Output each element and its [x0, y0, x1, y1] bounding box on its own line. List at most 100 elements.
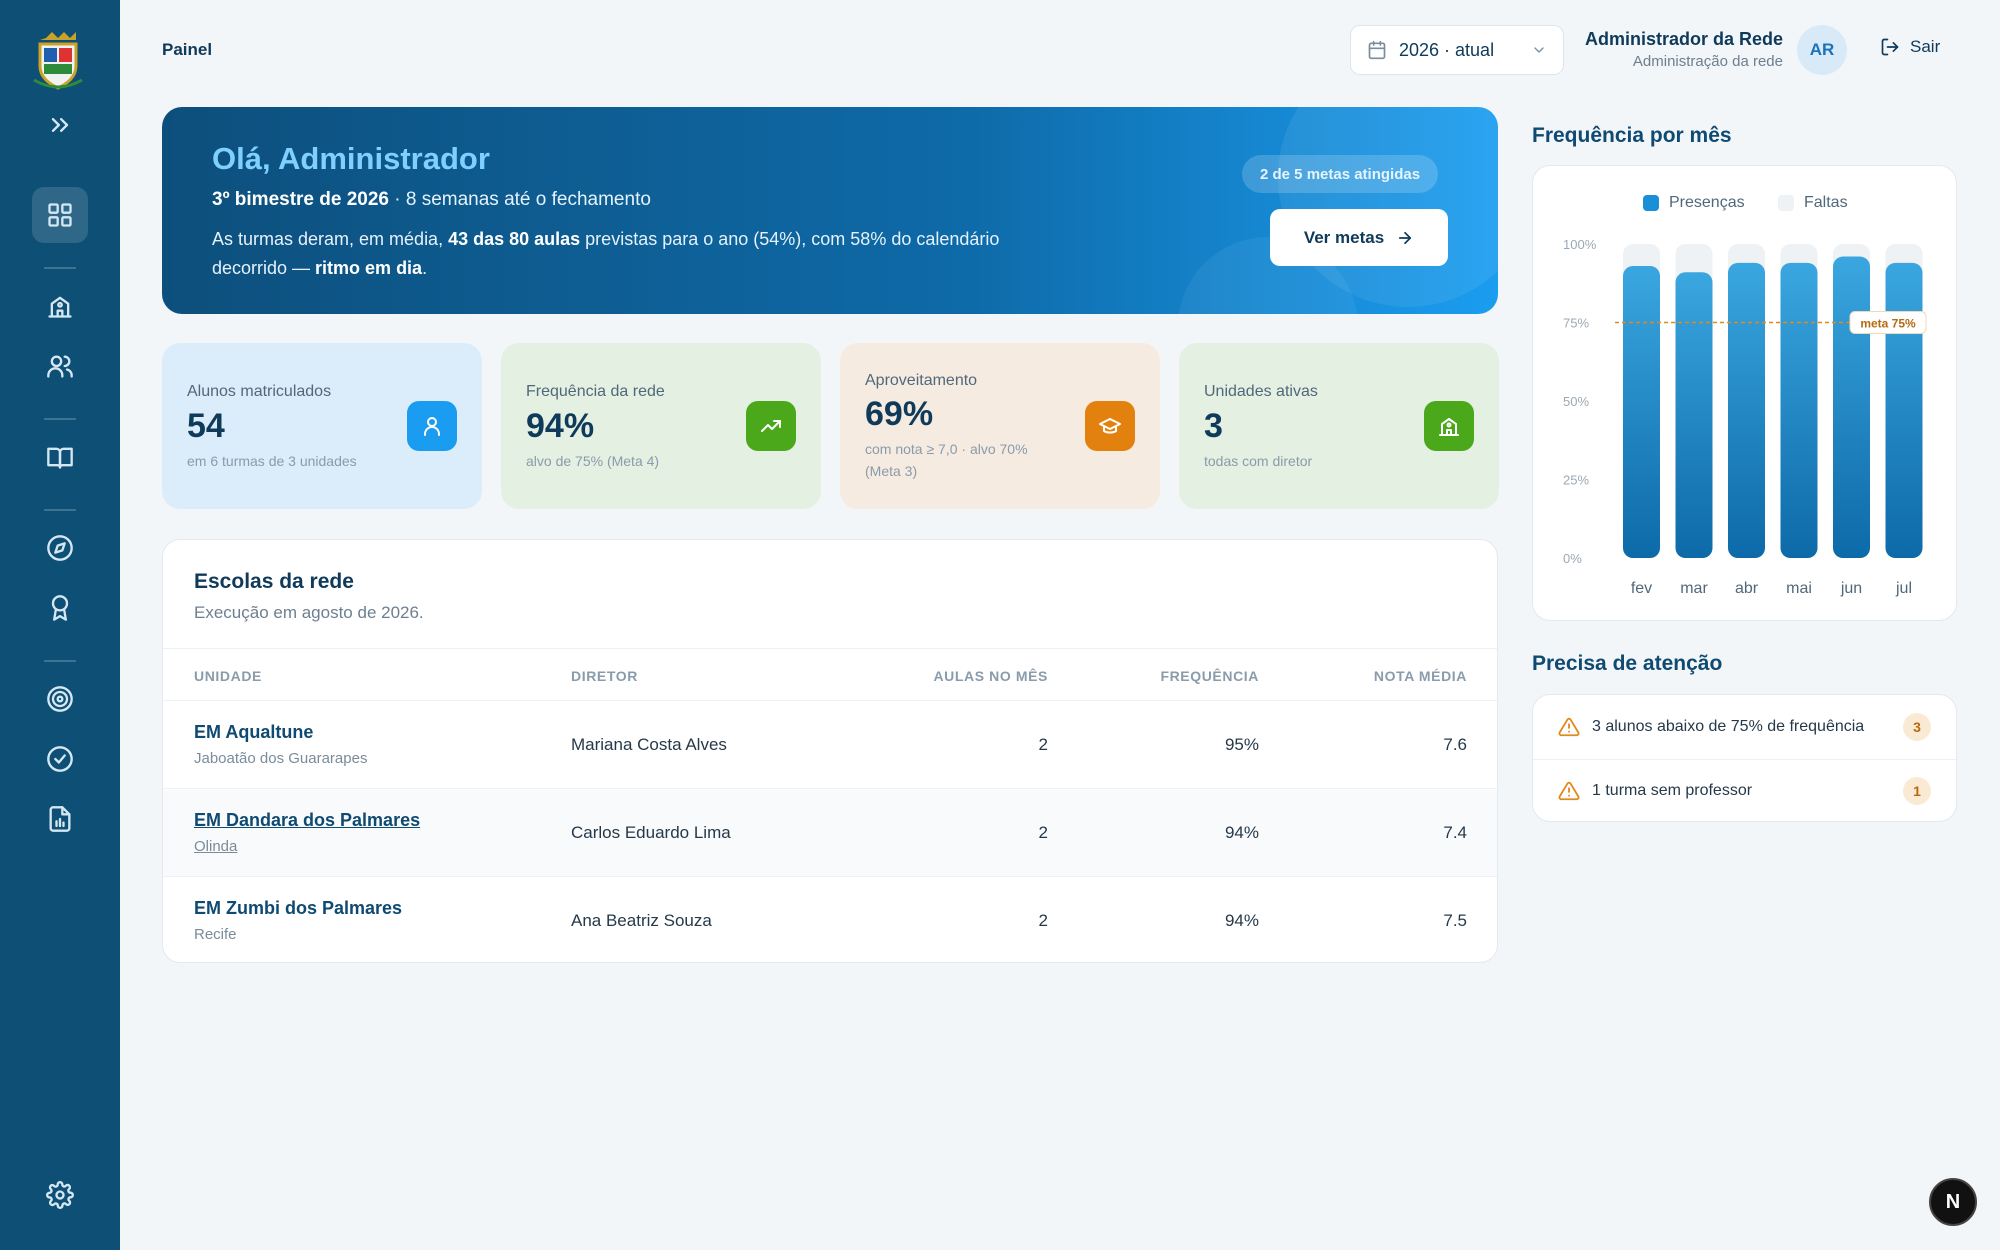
stat-label: Aproveitamento [865, 372, 978, 389]
attendance-value: 94% [1224, 823, 1259, 842]
bar-presencas-abr[interactable] [1728, 262, 1765, 558]
table-header: UNIDADE DIRETOR AULAS NO MÊS FREQUÊNCIA … [163, 648, 1497, 701]
unit-name[interactable]: EM Dandara dos Palmares [194, 810, 421, 830]
logout-button[interactable]: Sair [1880, 37, 1940, 57]
graduation-cap-icon [1085, 401, 1135, 451]
sidebar-item-schools[interactable] [32, 278, 88, 334]
bar-presencas-fev[interactable] [1623, 265, 1660, 558]
warning-icon [1558, 781, 1580, 801]
gear-icon [46, 1181, 74, 1209]
sidebar-item-goals[interactable] [32, 671, 88, 727]
attention-text: 3 alunos abaixo de 75% de frequência [1592, 717, 1865, 735]
director-name: Ana Beatriz Souza [571, 911, 712, 930]
stat-label: Unidades ativas [1204, 383, 1318, 400]
stat-value: 54 [187, 407, 225, 445]
x-tick-label: abr [1735, 580, 1759, 597]
breadcrumb: Painel [162, 40, 213, 59]
attention-text: 1 turma sem professor [1592, 782, 1753, 799]
table-row[interactable]: EM Aqualtune Jaboatão dos Guararapes Mar… [163, 702, 1497, 789]
sidebar-item-awards[interactable] [32, 580, 88, 636]
column-header-director: DIRETOR [571, 668, 638, 684]
y-tick-label: 75% [1563, 316, 1589, 331]
avatar[interactable]: AR [1797, 25, 1847, 75]
summary-classes: 43 das 80 aulas [448, 229, 581, 249]
bar-presencas-mar[interactable] [1675, 272, 1713, 558]
stat-hint: em 6 turmas de 3 unidades [187, 453, 357, 469]
grade-value: 7.6 [1443, 735, 1467, 754]
stat-hint: com nota ≥ 7,0 · alvo 70% (Meta 3) [865, 441, 1028, 479]
book-open-icon [47, 447, 73, 469]
unit-name[interactable]: EM Zumbi dos Palmares [194, 898, 403, 918]
schools-table-card: Escolas da rede Execução em agosto de 20… [162, 539, 1498, 963]
attendance-bar-chart: 0% 25% 50% 75% 100% fev mar abr mai jun jul meta 75… [1563, 237, 1927, 597]
stat-hint: alvo de 75% (Meta 4) [526, 453, 660, 469]
stat-label: Frequência da rede [526, 383, 665, 400]
user-info: Administrador da Rede Administração da r… [1560, 29, 1783, 70]
compass-icon [47, 535, 73, 561]
progress-summary: As turmas deram, em média, 43 das 80 aul… [212, 225, 1012, 283]
user-icon [407, 401, 457, 451]
x-tick-label: fev [1631, 580, 1652, 597]
expand-sidebar-icon[interactable] [32, 97, 88, 153]
sidebar-item-reports[interactable] [32, 791, 88, 847]
period-name: 3º bimestre de 2026 [212, 189, 389, 210]
report-icon [49, 806, 71, 832]
warning-icon [1558, 717, 1580, 736]
y-tick-label: 25% [1563, 473, 1589, 488]
sidebar-item-people[interactable] [32, 338, 88, 394]
stat-label: Alunos matriculados [187, 383, 332, 400]
year-select[interactable]: 2026 · atual [1350, 25, 1564, 75]
chevron-down-icon [1534, 47, 1544, 53]
y-tick-label: 50% [1563, 394, 1589, 409]
y-tick-label: 0% [1563, 551, 1582, 566]
unit-city: Jaboatão dos Guararapes [194, 750, 368, 767]
logout-icon [1881, 38, 1899, 56]
unit-city: Olinda [194, 838, 238, 855]
table-row[interactable]: EM Dandara dos Palmares Olinda Carlos Ed… [163, 790, 1497, 877]
attention-item[interactable]: 3 alunos abaixo de 75% de frequência 3 [1533, 695, 1956, 758]
attention-item[interactable]: 1 turma sem professor 1 [1533, 759, 1956, 821]
summary-text: As turmas deram, em média, [212, 229, 449, 249]
attention-count-badge: 1 [1903, 777, 1931, 805]
greeting: Olá, Administrador [212, 141, 490, 176]
schools-title: Escolas da rede [194, 570, 354, 593]
grade-value: 7.4 [1443, 823, 1467, 842]
sidebar-item-settings[interactable] [32, 1167, 88, 1223]
city-coat-of-arms-logo [30, 30, 86, 92]
sidebar-item-explore[interactable] [32, 520, 88, 576]
x-tick-label: mai [1786, 580, 1812, 597]
sidebar-item-dashboard[interactable] [32, 187, 88, 243]
legend-faltas: Faltas [1778, 194, 1848, 212]
year-select-value: 2026 · atual [1399, 39, 1495, 60]
x-tick-label: jun [1840, 580, 1862, 597]
attendance-value: 94% [1224, 911, 1259, 930]
bar-presencas-mai[interactable] [1780, 262, 1818, 558]
bar-presencas-jul[interactable] [1885, 262, 1923, 558]
attendance-chart-card: Presenças Faltas 0% 25% 50% 75% 100% fev mar ab… [1532, 165, 1957, 621]
legend-label: Faltas [1804, 194, 1848, 211]
sidebar-divider [44, 509, 76, 511]
stat-hint: todas com diretor [1204, 453, 1313, 469]
attention-title: Precisa de atenção [1532, 652, 1723, 675]
director-name: Carlos Eduardo Lima [571, 823, 731, 842]
sidebar-item-classes[interactable] [32, 429, 88, 485]
unit-name[interactable]: EM Aqualtune [194, 722, 314, 742]
legend-presencas: Presenças [1643, 194, 1745, 212]
stat-card-units: Unidades ativas 3 todas com diretor [1179, 343, 1499, 509]
sidebar-divider [44, 267, 76, 269]
summary-text: previstas para o ano (54%), com 58% do c… [212, 229, 1000, 278]
column-header-grade: NOTA MÉDIA [1373, 668, 1467, 684]
table-row[interactable]: EM Zumbi dos Palmares Recife Ana Beatriz… [163, 878, 1497, 962]
sidebar-item-approvals[interactable] [32, 731, 88, 787]
sidebar-divider [44, 418, 76, 420]
classes-count: 2 [1038, 735, 1048, 754]
grade-value: 7.5 [1443, 911, 1467, 930]
period-info: 3º bimestre de 2026 · 8 semanas até o fe… [212, 189, 651, 211]
attention-count-badge: 3 [1903, 712, 1931, 741]
bar-presencas-jun[interactable] [1833, 256, 1870, 558]
period-remaining: · 8 semanas até o fechamento [388, 189, 651, 210]
director-name: Mariana Costa Alves [571, 735, 727, 754]
view-goals-button[interactable]: Ver metas [1270, 209, 1448, 266]
dev-tools-button[interactable]: N [1929, 1178, 1977, 1226]
check-circle-icon [47, 746, 73, 772]
